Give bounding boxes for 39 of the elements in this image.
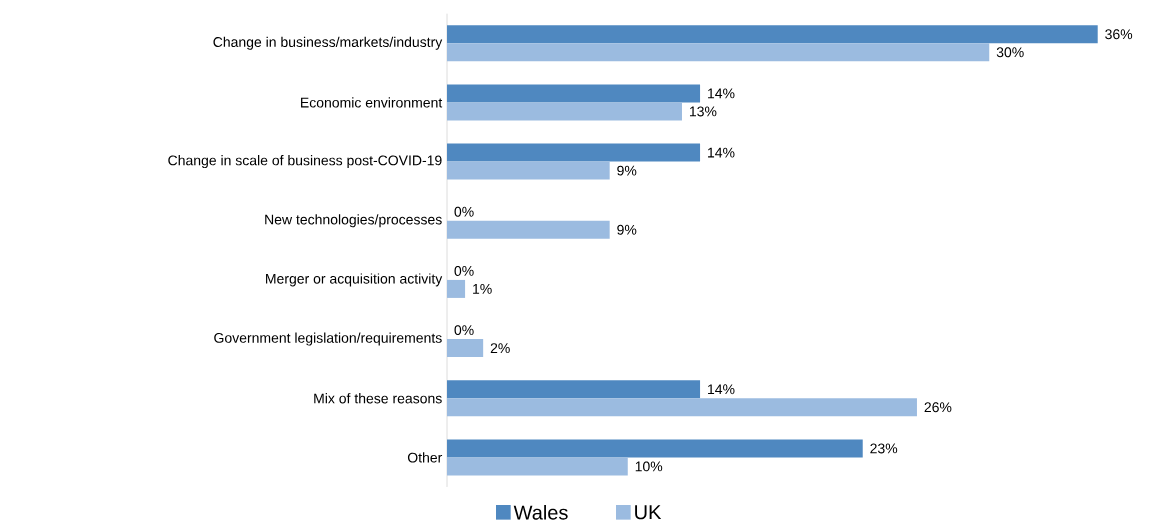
bar bbox=[447, 457, 628, 476]
data-label: 14% bbox=[708, 384, 735, 395]
y-tick-label: Government legislation/requirements bbox=[214, 332, 442, 346]
y-tick-label: Other bbox=[407, 452, 443, 463]
bar bbox=[447, 439, 863, 458]
data-label: 14% bbox=[708, 88, 735, 99]
data-label: 2% bbox=[490, 343, 510, 354]
data-label: 9% bbox=[617, 224, 637, 235]
bar bbox=[447, 161, 610, 180]
data-label: 30% bbox=[996, 47, 1024, 58]
data-label: 10% bbox=[635, 461, 663, 472]
bar bbox=[447, 25, 1098, 44]
data-label: 0% bbox=[454, 265, 474, 276]
y-tick-label: New technologies/processes bbox=[265, 214, 442, 228]
y-tick-label: Change in business/markets/industry bbox=[213, 36, 443, 50]
y-tick-label: Change in scale of business post-COVID-19 bbox=[168, 155, 442, 169]
data-label: 14% bbox=[708, 147, 735, 158]
bar bbox=[447, 220, 610, 239]
legend-label: Wales bbox=[513, 504, 568, 520]
bar bbox=[447, 398, 917, 417]
data-label: 23% bbox=[870, 443, 898, 454]
bar bbox=[447, 43, 990, 62]
bar bbox=[447, 84, 701, 103]
legend-label: UK bbox=[635, 505, 662, 520]
data-label: 0% bbox=[454, 325, 474, 336]
y-tick-label: Merger or acquisition activity bbox=[266, 273, 443, 287]
bar bbox=[447, 380, 701, 399]
bar bbox=[447, 102, 682, 121]
bar bbox=[447, 143, 701, 162]
y-tick-label: Mix of these reasons bbox=[314, 393, 442, 404]
y-tick-label: Economic environment bbox=[301, 97, 443, 108]
data-label: 0% bbox=[454, 206, 474, 217]
bar bbox=[447, 339, 484, 358]
data-label: 9% bbox=[617, 165, 637, 176]
data-label: 26% bbox=[924, 402, 952, 413]
data-label: 36% bbox=[1105, 29, 1133, 40]
data-label: 13% bbox=[689, 106, 717, 117]
data-label: 1% bbox=[473, 284, 492, 294]
bar bbox=[447, 279, 466, 298]
